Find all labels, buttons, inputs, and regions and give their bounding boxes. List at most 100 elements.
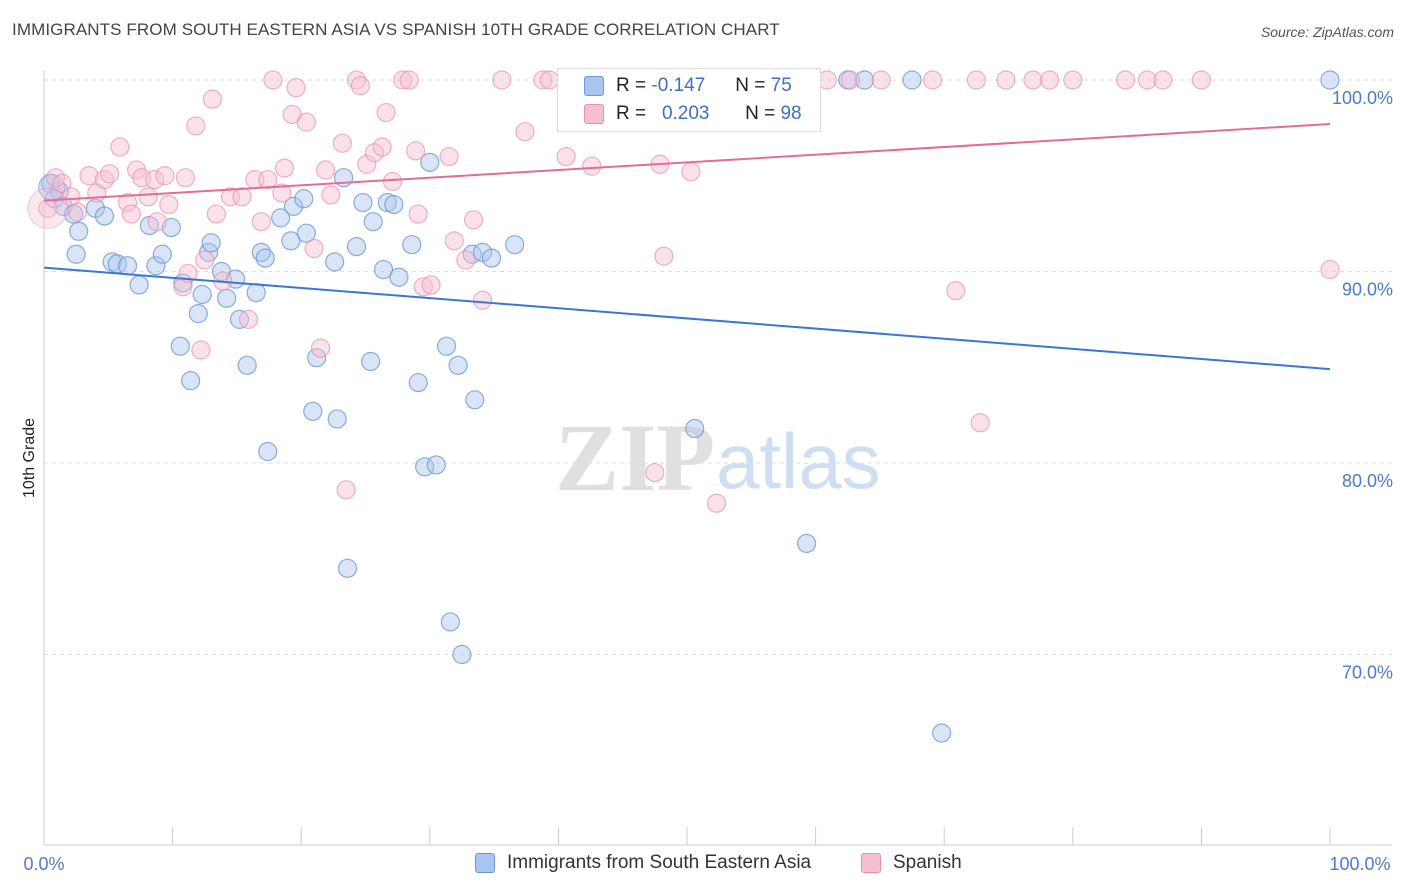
- immigrants-point: [363, 212, 383, 232]
- stats-legend: R = -0.147 N = 75 R = 0.203 N = 98: [557, 68, 821, 132]
- immigrants-point: [373, 259, 394, 280]
- immigrants-point: [129, 275, 149, 295]
- immigrants-point: [465, 390, 485, 410]
- immigrants-point: [353, 192, 373, 213]
- immigrants-point: [117, 256, 138, 276]
- spanish-point: [191, 340, 211, 360]
- legend-item-immigrants[interactable]: Immigrants from South Eastern Asia: [475, 852, 811, 874]
- watermark: ZIP atlas: [555, 404, 881, 511]
- spanish-point: [99, 164, 120, 184]
- immigrants-point: [237, 355, 257, 375]
- immigrants-point: [327, 409, 347, 429]
- immigrants-point: [66, 244, 86, 264]
- immigrants-point: [181, 371, 201, 391]
- immigrants-point: [296, 223, 316, 243]
- immigrants-point: [161, 217, 181, 238]
- spanish-point: [206, 204, 226, 224]
- immigrants-point: [481, 248, 502, 268]
- spanish-point: [310, 338, 331, 358]
- chart-title: IMMIGRANTS FROM SOUTH EASTERN ASIA VS SP…: [12, 20, 780, 39]
- axis-labels: 70.0% 80.0% 90.0% 100.0% 0.0% 100.0% 10th Grad…: [21, 88, 1393, 874]
- spanish-point: [296, 112, 316, 132]
- immigrants-point: [796, 533, 817, 554]
- immigrants-point: [325, 252, 345, 272]
- spanish-point: [79, 166, 99, 186]
- legend-r-label: R =: [616, 103, 647, 124]
- spanish-point: [38, 198, 58, 218]
- legend-label-immigrants: Immigrants from South Eastern Asia: [507, 852, 812, 873]
- immigrants-point: [152, 244, 172, 264]
- spanish-point: [439, 147, 459, 167]
- spanish-point: [67, 202, 88, 222]
- legend-r-value: -0.147: [651, 75, 706, 96]
- y-tick-label: 100.0%: [1332, 88, 1393, 108]
- spanish-point: [117, 192, 138, 213]
- spanish-point: [357, 154, 377, 174]
- series-legend: Immigrants from South Eastern Asia Spani…: [0, 852, 1406, 878]
- immigrants-point: [201, 233, 221, 253]
- immigrants-point: [258, 441, 278, 462]
- spanish-point: [263, 70, 283, 90]
- spanish-point: [645, 462, 665, 483]
- y-axis-title: 10th Grade: [21, 418, 38, 498]
- spanish-point-cluster: [27, 187, 69, 229]
- spanish-point: [1191, 70, 1212, 90]
- immigrants-point: [902, 70, 922, 90]
- immigrants-point: [361, 351, 381, 372]
- immigrants-point: [337, 558, 358, 578]
- immigrants-point: [440, 612, 460, 632]
- spanish-point: [382, 171, 403, 192]
- immigrants-point: [146, 256, 166, 276]
- spanish-point: [1320, 259, 1340, 280]
- spanish-point: [220, 187, 241, 207]
- legend-item-spanish[interactable]: Spanish: [861, 852, 962, 874]
- immigrants-point: [255, 248, 275, 268]
- spanish-point: [1023, 70, 1043, 90]
- spanish-point: [1040, 70, 1060, 90]
- y-tick-label: 80.0%: [1342, 471, 1393, 491]
- legend-label-spanish: Spanish: [893, 852, 962, 873]
- legend-n-value: 75: [770, 75, 792, 96]
- spanish-point: [472, 290, 493, 310]
- spanish-point: [706, 493, 727, 513]
- immigrants-point: [426, 455, 446, 475]
- immigrants-point: [307, 348, 327, 368]
- immigrants-point: [420, 152, 440, 172]
- immigrants-point: [246, 282, 266, 303]
- legend-n-value: 98: [780, 103, 802, 124]
- spanish-point: [399, 70, 419, 90]
- legend-row-spanish: R = 0.203 N = 98: [558, 100, 802, 128]
- immigrants-point: [452, 644, 472, 665]
- spanish-point: [144, 169, 165, 190]
- spanish-point: [155, 166, 175, 186]
- immigrants-point: [170, 336, 190, 356]
- spanish-point: [175, 168, 196, 188]
- spanish-point: [316, 160, 336, 180]
- spanish-point: [350, 76, 370, 96]
- spanish-point: [286, 78, 306, 98]
- spanish-point: [393, 70, 413, 90]
- spanish-point: [1115, 70, 1136, 90]
- spanish-point: [515, 122, 535, 142]
- immigrants-point: [505, 235, 525, 255]
- legend-r-value: 0.203: [661, 103, 710, 124]
- spanish-point: [238, 309, 259, 329]
- y-tick-label: 70.0%: [1342, 663, 1393, 683]
- spanish-point: [492, 70, 512, 90]
- spanish-point: [1063, 70, 1083, 90]
- spanish-point: [533, 70, 553, 90]
- immigrants-point: [1320, 70, 1340, 90]
- x-tick-label: 0.0%: [23, 854, 64, 874]
- spanish-point: [376, 102, 396, 123]
- y-tick-label: 90.0%: [1342, 280, 1393, 300]
- spanish-point: [413, 277, 433, 297]
- spanish-point: [372, 137, 392, 157]
- spanish-point: [195, 250, 215, 270]
- spanish-point: [332, 133, 352, 153]
- watermark-atlas: atlas: [716, 417, 881, 505]
- spanish-point: [970, 413, 990, 433]
- spanish-point: [946, 281, 966, 301]
- spanish-point: [408, 204, 428, 224]
- immigrants-point: [436, 336, 457, 356]
